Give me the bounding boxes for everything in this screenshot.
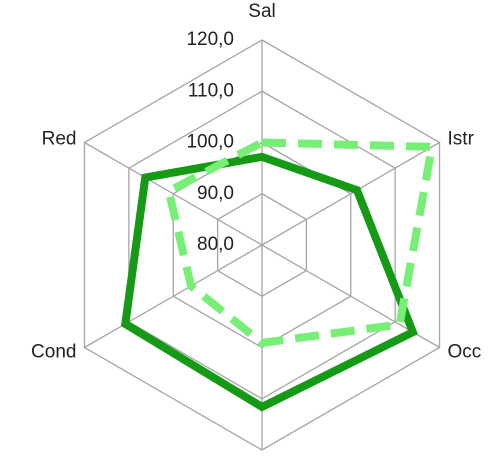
r-tick-label: 100,0	[186, 132, 234, 153]
axis-spoke	[84, 141, 263, 246]
r-tick-label: 110,0	[188, 80, 234, 101]
category-label: Red	[42, 129, 77, 150]
series-line	[164, 138, 437, 348]
r-tick-label: 80,0	[197, 234, 234, 255]
category-label: Istr	[448, 129, 475, 150]
series-line	[120, 152, 418, 412]
category-label: Sal	[248, 1, 275, 22]
category-label: Occ	[448, 342, 482, 363]
axis-spoke	[84, 244, 263, 349]
r-tick-label: 90,0	[197, 183, 234, 204]
r-tick-label: 120,0	[186, 29, 234, 50]
axis-spoke	[261, 141, 440, 246]
category-label: Cond	[31, 342, 76, 363]
